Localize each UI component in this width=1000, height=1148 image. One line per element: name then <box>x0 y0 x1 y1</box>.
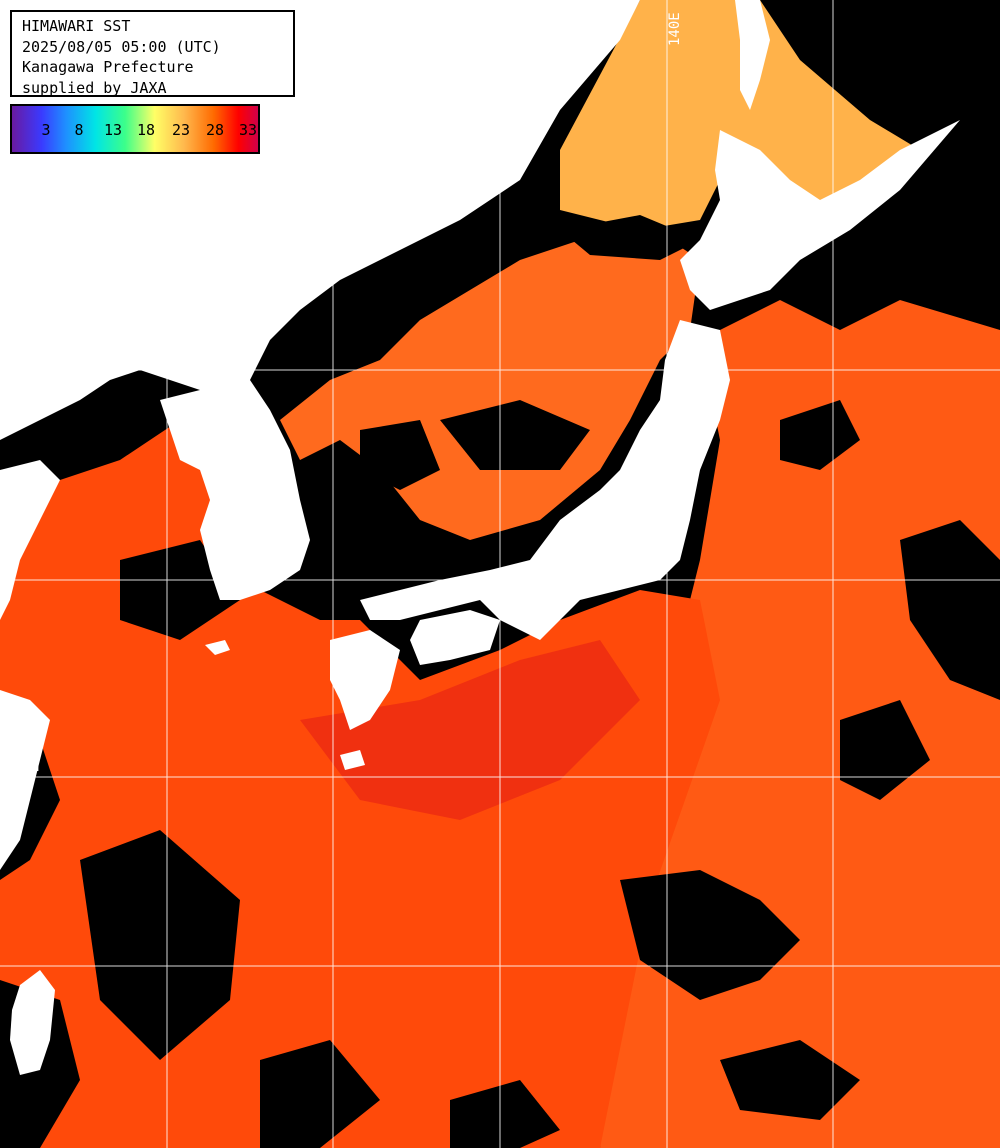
land-sakhalin <box>735 0 770 110</box>
legend-tick: 33 <box>238 121 258 139</box>
lon-label-140e: 140E <box>667 12 683 46</box>
land-korea <box>160 380 310 600</box>
legend-tick: 8 <box>74 121 84 139</box>
land-island-sado <box>400 125 425 165</box>
lat-label-40n: 40N <box>14 352 40 368</box>
title-box: HIMAWARI SST 2025/08/05 05:00 (UTC) Kana… <box>10 10 295 97</box>
title-line-product: HIMAWARI SST <box>22 17 131 35</box>
land-kyushu <box>330 630 400 730</box>
legend-tick: 18 <box>136 121 156 139</box>
sea-region-north <box>560 0 920 230</box>
title-line-datetime: 2025/08/05 05:00 (UTC) <box>22 37 221 56</box>
land-honshu <box>360 320 730 640</box>
land-hokkaido <box>680 120 960 310</box>
land-island-jeju <box>205 640 230 655</box>
title-line-region: Kanagawa Prefecture <box>22 58 194 76</box>
land-china-east <box>0 690 50 870</box>
land-shikoku <box>410 610 500 665</box>
lat-label-30n: 30N <box>14 759 40 775</box>
legend-tick: 23 <box>171 121 191 139</box>
legend-tick: 28 <box>205 121 225 139</box>
legend-tick-labels: 3 8 13 18 23 28 33 <box>12 121 258 141</box>
title-line-credit: supplied by JAXA <box>22 78 167 97</box>
color-legend: 3 8 13 18 23 28 33 <box>10 104 260 154</box>
land-island-south <box>340 750 365 770</box>
legend-tick: 13 <box>103 121 123 139</box>
sea-region-kuroshio <box>300 640 640 820</box>
land-taiwan <box>10 970 55 1075</box>
legend-tick: 3 <box>41 121 51 139</box>
